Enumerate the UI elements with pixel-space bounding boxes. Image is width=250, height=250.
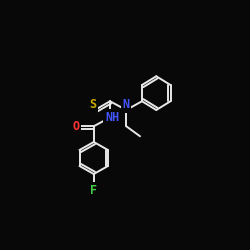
Text: N: N [123,98,130,111]
Text: F: F [90,184,97,196]
Text: S: S [89,98,96,111]
Text: O: O [73,120,80,133]
Text: NH: NH [105,111,119,124]
